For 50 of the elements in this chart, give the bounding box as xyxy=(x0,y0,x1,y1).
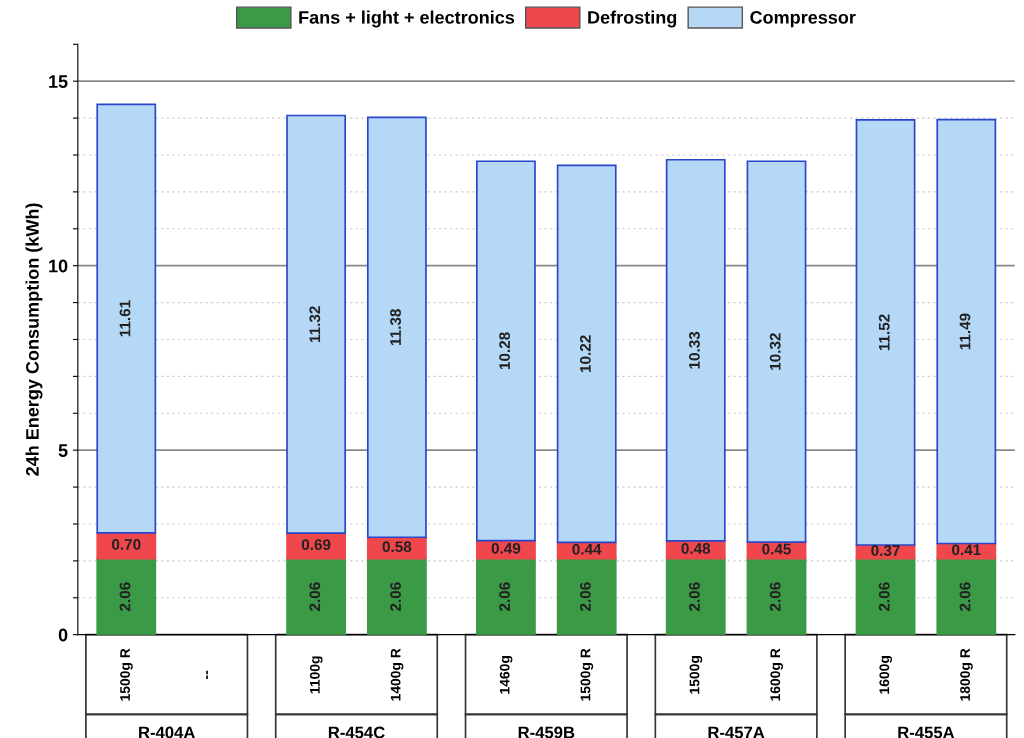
data-label: 11.52 xyxy=(878,314,890,351)
data-label: 2.06 xyxy=(309,582,321,612)
x-tick-label: 1100g xyxy=(309,656,323,694)
data-label: 2.06 xyxy=(878,582,890,612)
text: R-454C xyxy=(328,726,385,738)
data-label: 2.06 xyxy=(119,582,131,612)
x-tick-label: 1500g R xyxy=(580,648,594,701)
x-tick-label: 1600g R xyxy=(770,648,783,701)
legend-label: Fans + light + electronics xyxy=(299,10,515,28)
text: R-455A xyxy=(898,726,955,738)
data-label: 10.33 xyxy=(689,331,700,369)
data-label: 2.06 xyxy=(499,582,511,612)
data-label: 2.06 xyxy=(689,582,700,612)
x-tick-label: -- xyxy=(206,670,208,679)
x-tick-label: 1800g R xyxy=(960,648,973,701)
data-label: 0.48 xyxy=(681,543,711,554)
legend-label: Defrosting xyxy=(588,10,677,28)
x-tick-label: 1400g R xyxy=(390,648,404,701)
x-tick-label: 1500g R xyxy=(120,648,133,701)
data-label: 11.38 xyxy=(390,309,401,346)
data-label: 0.70 xyxy=(112,539,141,550)
data-label: 2.06 xyxy=(390,582,401,612)
data-label: 0.49 xyxy=(491,542,521,554)
data-label: 0.44 xyxy=(572,543,602,555)
x-tick-label: 1600g xyxy=(879,656,893,694)
y-tick-label: 0 xyxy=(58,628,68,642)
data-label: 0.45 xyxy=(762,543,791,555)
y-tick-label: 10 xyxy=(49,259,68,273)
y-tick-label: 5 xyxy=(58,444,68,457)
x-tick-label: 1460g xyxy=(499,656,513,694)
y-tick-label: 15 xyxy=(49,75,68,88)
data-label: 0.37 xyxy=(871,545,900,556)
data-label: 10.28 xyxy=(499,332,511,370)
data-label: 0.69 xyxy=(301,539,331,551)
legend-label: Compressor xyxy=(750,11,856,28)
data-label: 2.06 xyxy=(769,582,781,612)
text: R-457A xyxy=(708,726,765,738)
data-label: 11.32 xyxy=(309,306,321,343)
data-label: 0.41 xyxy=(952,544,981,556)
data-label: 11.61 xyxy=(119,300,131,337)
data-label: 2.06 xyxy=(579,582,591,612)
data-label: 0.58 xyxy=(382,541,412,553)
data-label: 10.32 xyxy=(769,333,781,370)
text: R-404A xyxy=(139,726,195,738)
data-label: 2.06 xyxy=(959,582,971,612)
x-tick-label: 1500g xyxy=(689,656,703,694)
y-axis-title: 24h Energy Consumption (kWh) xyxy=(25,203,43,476)
data-label: 10.22 xyxy=(579,335,591,373)
data-label: 11.49 xyxy=(959,313,971,350)
text: R-459B xyxy=(518,726,575,738)
